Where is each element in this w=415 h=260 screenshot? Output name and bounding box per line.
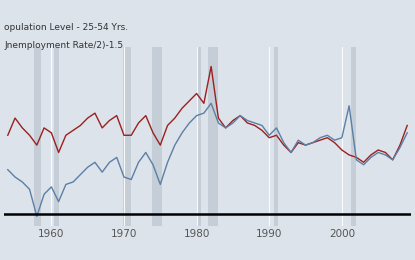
Bar: [351, 47, 356, 226]
Text: Jnemployment Rate/2)-1.5: Jnemployment Rate/2)-1.5: [4, 41, 123, 50]
Bar: [152, 47, 162, 226]
Text: opulation Level - 25-54 Yrs.: opulation Level - 25-54 Yrs.: [4, 23, 128, 32]
Bar: [54, 47, 59, 226]
Bar: [34, 47, 41, 226]
Bar: [197, 47, 201, 226]
Bar: [208, 47, 217, 226]
Bar: [123, 47, 130, 226]
Bar: [273, 47, 278, 226]
